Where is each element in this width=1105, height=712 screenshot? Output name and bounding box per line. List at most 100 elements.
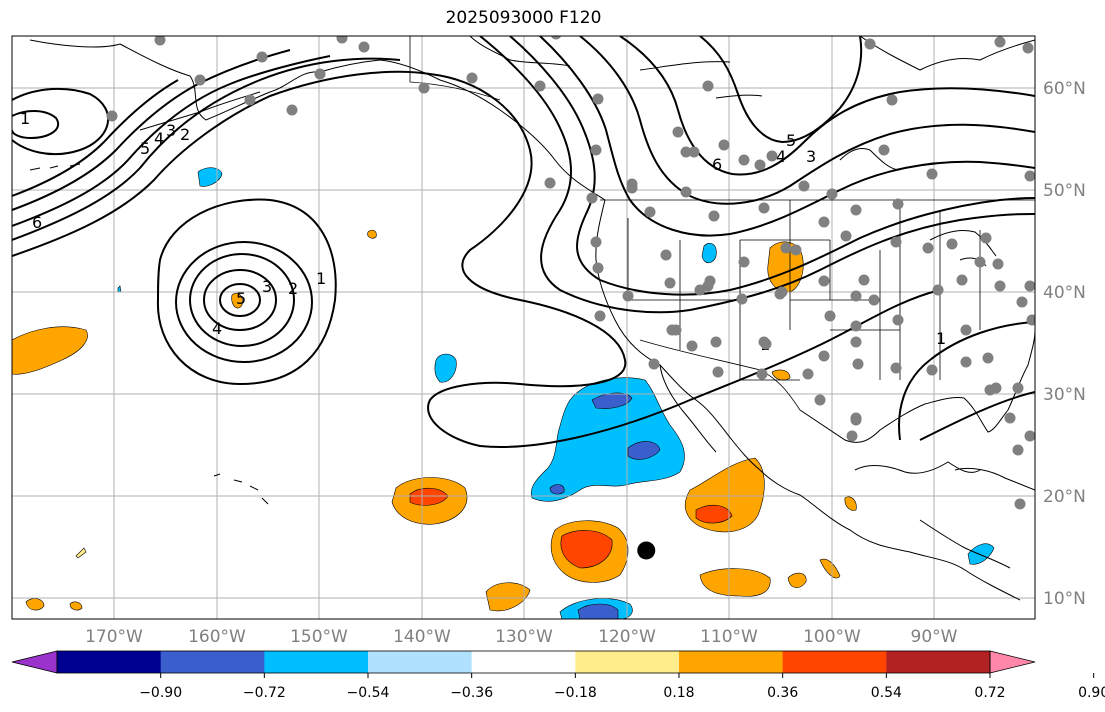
colorbar-frame: [56, 650, 991, 674]
station-dot: [666, 324, 678, 336]
station-dot: [314, 68, 326, 80]
longitude-labels: 170°W 160°W 150°W 140°W 130°W 120°W 110°…: [85, 627, 958, 647]
station-dot: [756, 368, 768, 380]
colorbar-tick-label: −0.54: [347, 685, 390, 701]
station-dot: [592, 93, 604, 105]
contour-label: 6: [712, 155, 722, 174]
lat-tick-label: 50°N: [1043, 181, 1086, 201]
colorbar-segment: [471, 651, 576, 673]
station-dot: [926, 168, 938, 180]
contour-label: 1: [20, 109, 30, 128]
station-dot: [718, 139, 730, 151]
station-dot: [802, 368, 814, 380]
latitude-labels: 60°N 50°N 40°N 30°N 20°N 10°N: [1043, 79, 1086, 609]
station-dot: [694, 284, 706, 296]
station-dot: [626, 178, 638, 190]
colorbar-segment: [160, 651, 265, 673]
station-dot: [892, 314, 904, 326]
station-dot: [660, 249, 672, 261]
station-dot: [688, 146, 700, 158]
station-dot: [858, 274, 870, 286]
station-dot: [974, 256, 986, 268]
colorbar-tick-label: −0.90: [139, 685, 182, 701]
contour-label: 3: [166, 121, 176, 140]
station-dot: [992, 258, 1004, 270]
station-dot: [1024, 170, 1035, 182]
map-title: 2025093000 F120: [445, 8, 602, 28]
station-dot: [960, 324, 972, 336]
station-dot: [550, 36, 562, 40]
station-dot: [980, 232, 992, 244]
station-dot: [712, 366, 724, 378]
station-dot: [982, 352, 994, 364]
lon-tick-label: 130°W: [495, 627, 553, 647]
political-borders: [409, 36, 1035, 411]
contour-label: 4: [776, 147, 786, 166]
colorbar-extend-high: [989, 650, 1036, 674]
station-dot: [664, 277, 676, 289]
station-dot: [710, 336, 722, 348]
station-dot: [850, 290, 862, 302]
station-dot: [780, 242, 792, 254]
station-dot: [736, 293, 748, 305]
station-dot: [818, 350, 830, 362]
lat-tick-label: 60°N: [1043, 79, 1086, 99]
station-dot: [1016, 296, 1028, 308]
station-dot: [336, 36, 348, 44]
lat-tick-label: 40°N: [1043, 283, 1086, 303]
colorbar-tick-label: 0.90: [1078, 685, 1105, 701]
station-dot: [798, 180, 810, 192]
station-dot: [106, 110, 118, 122]
station-dot: [818, 216, 830, 228]
station-dot: [852, 358, 864, 370]
station-dot: [790, 244, 802, 256]
anomaly-shading: [12, 167, 995, 619]
station-dot: [886, 94, 898, 106]
plot-area: 6 5 4 3 2 1 5 4 3 2 1 6 5 4 3 1 1: [12, 36, 1035, 619]
station-dot: [1012, 382, 1024, 394]
station-dot: [586, 192, 598, 204]
station-dot: [850, 204, 862, 216]
colorbar-segment: [264, 651, 369, 673]
station-dot: [956, 274, 968, 286]
station-dot: [1012, 444, 1024, 456]
station-dot: [754, 159, 766, 171]
station-dot: [358, 41, 370, 53]
colorbar-tick-labels: −0.90 −0.72 −0.54 −0.36 −0.18 0.18 0.36 …: [139, 685, 1105, 701]
colorbar-segment: [575, 651, 680, 673]
colorbar-tick-label: −0.36: [450, 685, 493, 701]
contour-label: 2: [288, 279, 298, 298]
contour-label: 3: [806, 147, 816, 166]
contour-label: 5: [236, 289, 246, 308]
colorbar-tick-label: 0.54: [871, 685, 902, 701]
colorbar-segment: [782, 651, 887, 673]
station-dot: [892, 198, 904, 210]
lat-tick-label: 10°N: [1043, 589, 1086, 609]
station-dot: [680, 146, 692, 158]
lat-tick-label: 20°N: [1043, 487, 1086, 507]
station-dot: [244, 94, 256, 106]
station-dot: [1024, 280, 1035, 292]
colorbar-segment: [886, 651, 991, 673]
station-dot: [994, 36, 1006, 48]
colorbar-tick-label: −0.72: [243, 685, 286, 701]
station-dot: [1026, 314, 1035, 326]
station-dot: [818, 275, 830, 287]
colorbar-segment: [679, 651, 784, 673]
station-dot: [758, 336, 770, 348]
station-dot: [544, 177, 556, 189]
contour-label: 2: [180, 125, 190, 144]
colorbar-tick-label: −0.18: [554, 685, 597, 701]
colorbar-extend-low: [11, 650, 58, 674]
contour-label: 6: [32, 213, 42, 232]
station-dot: [766, 150, 778, 162]
station-dot: [680, 186, 692, 198]
map-gridlines: [12, 36, 1035, 619]
station-dot: [932, 284, 944, 296]
station-dot: [738, 256, 750, 268]
station-dot: [878, 144, 890, 156]
contour-label: 4: [212, 319, 222, 338]
station-dot: [850, 320, 862, 332]
station-dot: [154, 36, 166, 46]
station-dot: [758, 202, 770, 214]
